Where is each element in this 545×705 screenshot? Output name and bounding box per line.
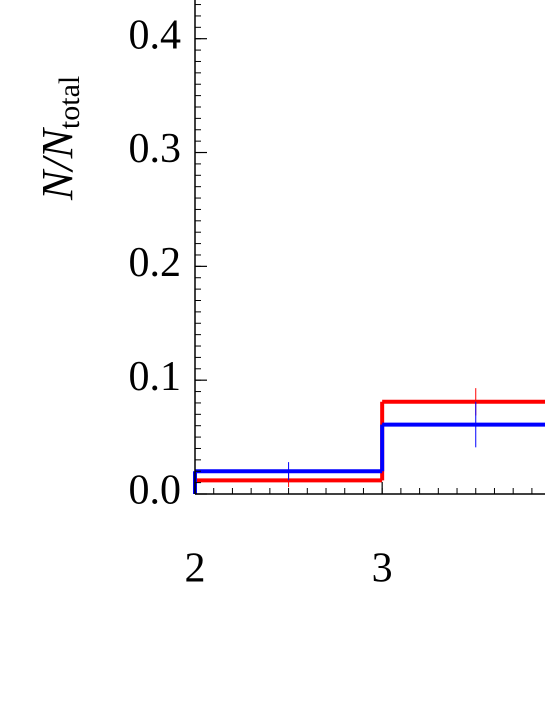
x-tick-label: 3: [372, 546, 393, 592]
y-axis-label: N/Ntotal: [33, 76, 86, 201]
y-label-main: N/Ntotal: [33, 76, 86, 201]
y-tick-label: 0.4: [129, 12, 182, 58]
y-tick-label: 0.2: [129, 240, 182, 286]
y-tick-label: 0.3: [129, 126, 182, 172]
y-label-text: N/N: [33, 126, 82, 201]
y-tick-label: 0.1: [129, 354, 182, 400]
y-label-sub: total: [53, 76, 86, 129]
y-tick-label: 0.0: [129, 468, 182, 514]
plot-area: [193, 388, 545, 494]
x-tick-label: 2: [185, 546, 206, 592]
